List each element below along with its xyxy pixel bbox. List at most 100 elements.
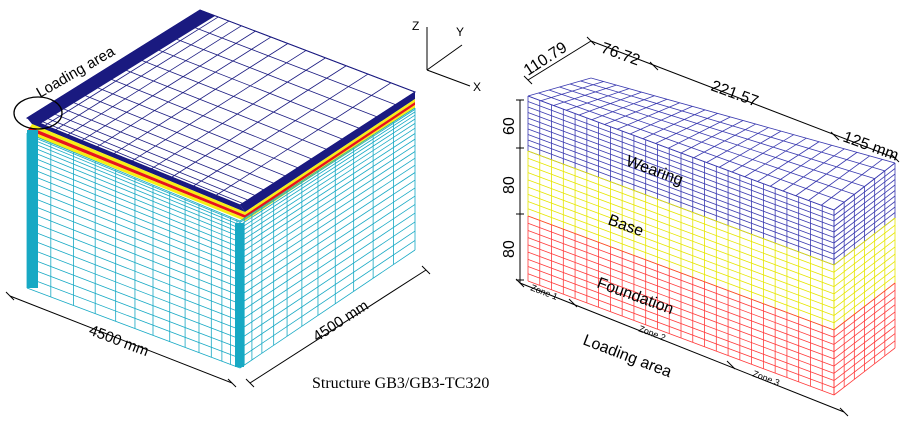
front-face-mesh [26,132,241,369]
mesh-line [26,257,241,340]
mesh-line [239,240,416,359]
top-dim-2: 76.72 [599,40,643,70]
mesh-line [26,136,241,226]
dimension-left [5,291,237,388]
yellow-band-front-2 [27,130,245,221]
mesh-line [26,211,241,296]
mesh-line [239,151,416,267]
axis-z-label: Z [412,19,419,33]
mesh-line [26,173,241,260]
axis-x-label: X [473,80,481,94]
dimension-left-label: 4500 mm [87,322,151,360]
mesh-line [55,20,230,131]
mesh-line [199,9,416,93]
mesh-line [26,277,241,359]
mesh-line [162,33,377,118]
loading-area-circle [13,96,63,130]
right-layer-mesh [527,77,896,396]
mesh-line [26,134,241,223]
zone-dimension-line [515,278,849,417]
mesh-line [67,25,242,136]
zone-2-label: Zone 2 [637,324,667,343]
mesh-line [239,107,416,222]
mesh-line [239,138,416,254]
mesh-line [180,21,396,106]
mesh-line [239,111,416,226]
figure-caption: Structure GB3/GB3-TC320 [312,375,489,392]
mesh-line [215,82,392,196]
yellow-band-front [30,124,245,215]
front-edge-band [27,118,245,212]
mesh-line [239,187,416,305]
side-dim-2: 80 [501,176,518,194]
mesh-line [26,166,241,254]
top-surface-mesh [26,9,416,206]
mesh-line [239,221,416,340]
mesh-line [559,86,865,187]
mesh-line [239,114,416,229]
mesh-line [83,82,298,169]
mesh-line [193,73,369,187]
mesh-line [171,65,347,178]
top-dim-4: 125 mm [841,129,901,165]
mesh-line [239,127,416,243]
layer-wearing-label: Wearing [624,153,686,189]
mesh-line [26,160,241,248]
top-edge-band [27,10,215,124]
mesh-line [97,73,312,160]
mesh-line [239,230,416,349]
right-layered-model [527,77,896,396]
side-edge-band [240,92,415,212]
mesh-line [26,203,241,289]
axis-y-label: Y [456,25,464,39]
mesh-line [239,172,416,289]
left-mesh-model: Loading area 4500 mm 4500 mm [5,9,431,388]
side-dim-3: 80 [501,240,518,258]
mesh-line [34,112,248,201]
mesh-line [239,164,416,281]
mesh-line [590,77,896,164]
mesh-line [26,247,241,331]
top-dim-1: 110.79 [521,39,570,79]
mesh-line [26,195,241,281]
red-band-side [245,102,415,218]
mesh-line [239,204,416,322]
dimension-right-label: 4500 mm [310,297,372,345]
mesh-line [239,133,416,248]
layer-base-label: Base [606,212,646,240]
mesh-line [26,187,241,274]
mesh-line [81,30,256,141]
dimension-right [245,265,431,388]
front-edge-dense-column [27,130,38,288]
mesh-line [239,123,416,238]
mesh-line [112,64,327,150]
mesh-line [71,89,286,177]
mesh-line [26,180,241,267]
red-band-front [28,127,245,218]
mesh-line [239,157,416,274]
top-dim-3: 221.57 [709,78,761,111]
yellow-band-side [245,99,415,215]
mesh-line [26,140,241,229]
mesh-line [239,144,416,260]
corner-dense-column [235,223,244,367]
mesh-line [26,237,241,322]
mesh-line [26,132,241,222]
mesh-line [239,118,416,233]
mesh-line [548,89,855,195]
zone-3-label: Zone 3 [751,369,781,388]
axis-triad [426,27,471,87]
mesh-line [41,108,256,196]
mesh-line [113,43,289,154]
side-dim-1: 60 [501,117,518,135]
mesh-line [44,16,219,126]
mesh-line [239,109,416,223]
mesh-line [239,249,416,369]
mesh-line [239,179,416,296]
mesh-line [26,154,241,243]
mesh-line [580,80,885,172]
mesh-line [26,287,241,369]
mesh-line [144,44,360,129]
mesh-line [60,96,274,184]
